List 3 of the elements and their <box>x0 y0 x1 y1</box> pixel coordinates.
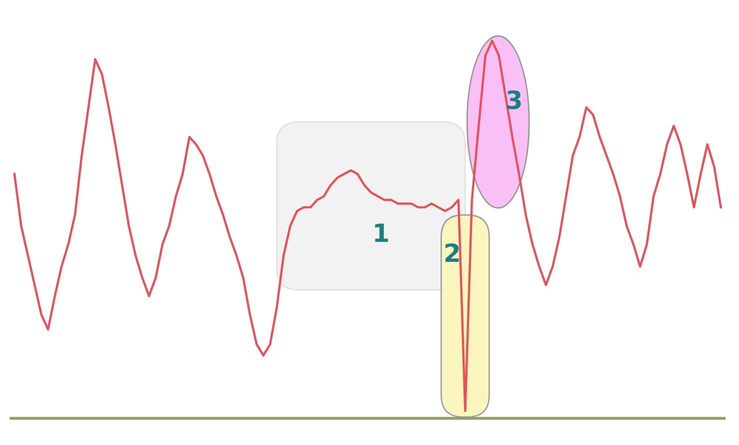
annotation: 3 <box>507 90 521 110</box>
annotation: 1 <box>375 224 388 242</box>
annotation: 2 <box>445 243 459 262</box>
